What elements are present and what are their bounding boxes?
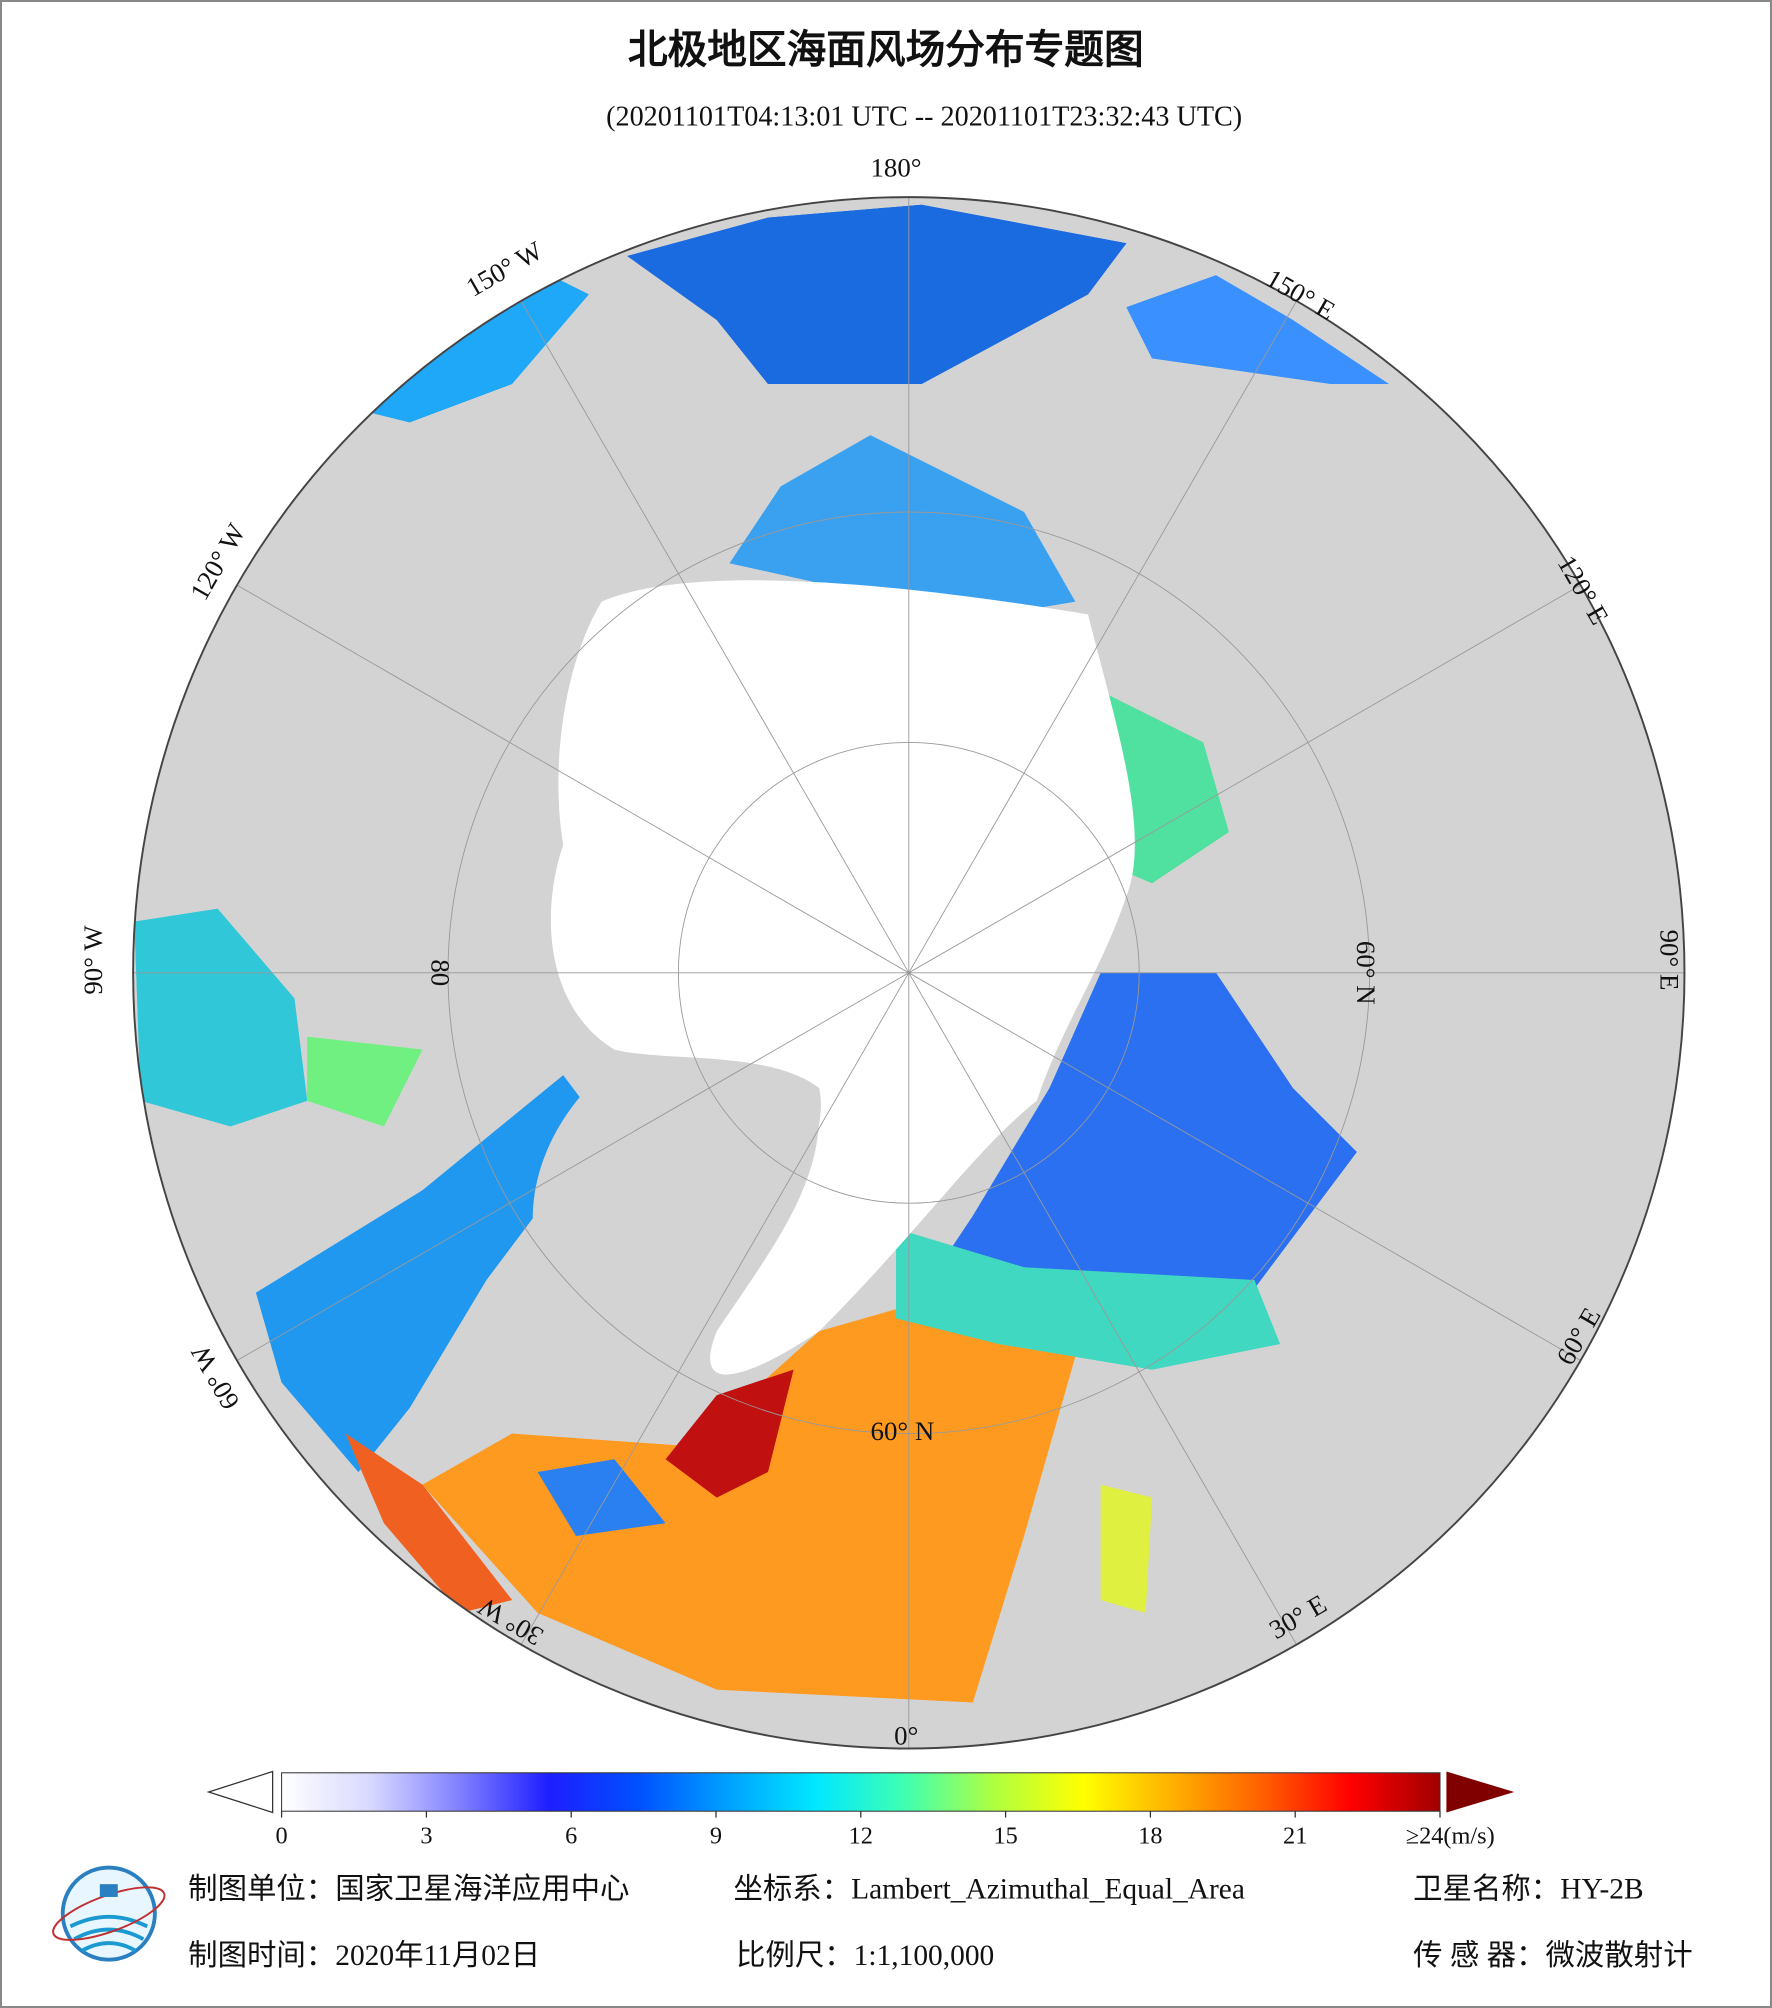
colorbar-tick-label: 15 bbox=[993, 1823, 1017, 1850]
latitude-label: 80 bbox=[426, 959, 456, 986]
footer-date: 制图时间：2020年11月02日 bbox=[188, 1939, 540, 1972]
latitude-label: 60° N bbox=[871, 1416, 935, 1446]
map-subtitle: (20201101T04:13:01 UTC -- 20201101T23:32… bbox=[606, 102, 1242, 133]
colorbar-ramp bbox=[281, 1772, 1441, 1812]
colorbar-under bbox=[206, 1770, 274, 1814]
footer-scale: 比例尺：1:1,100,000 bbox=[736, 1939, 994, 1972]
colorbar-tick-label: 18 bbox=[1138, 1823, 1162, 1850]
graticule bbox=[133, 197, 1685, 1749]
footer-producer: 制图单位：国家卫星海洋应用中心 bbox=[188, 1873, 629, 1906]
colorbar-tick-label: ≥24(m/s) bbox=[1406, 1823, 1495, 1850]
longitude-label: 90° W bbox=[78, 925, 108, 995]
colorbar: 0 3 6 9 12 15 18 21 ≥24(m/s) bbox=[206, 1770, 1515, 1850]
footer-sensor: 传 感 器：微波散射计 bbox=[1413, 1939, 1693, 1972]
greenland bbox=[532, 1062, 820, 1359]
longitude-label: 0° bbox=[894, 1720, 918, 1750]
footer-coordinate-system: 坐标系：Lambert_Azimuthal_Equal_Area bbox=[733, 1873, 1244, 1906]
colorbar-tick-label: 3 bbox=[420, 1823, 432, 1850]
map-border bbox=[132, 196, 1686, 1750]
layout: 北极地区海面风场分布专题图 (20201101T04:13:01 UTC -- … bbox=[52, 28, 1693, 1972]
latitude-label: 60° N bbox=[1351, 941, 1381, 1005]
colorbar-tick-label: 12 bbox=[849, 1823, 873, 1850]
longitude-label: 180° bbox=[870, 152, 921, 182]
colorbar-tick-label: 21 bbox=[1283, 1823, 1307, 1850]
colorbar-tick-label: 6 bbox=[565, 1823, 577, 1850]
map bbox=[133, 197, 1685, 1749]
footer-satellite: 卫星名称：HY-2B bbox=[1413, 1873, 1643, 1906]
colorbar-tick-label: 9 bbox=[710, 1823, 722, 1850]
colorbar-tick-label: 0 bbox=[276, 1823, 288, 1850]
longitude-label: 90° E bbox=[1654, 930, 1684, 991]
colorbar-over bbox=[1446, 1771, 1515, 1813]
logo bbox=[52, 1865, 166, 1962]
map-title: 北极地区海面风场分布专题图 bbox=[628, 28, 1144, 72]
sea-ice bbox=[550, 580, 1135, 1375]
